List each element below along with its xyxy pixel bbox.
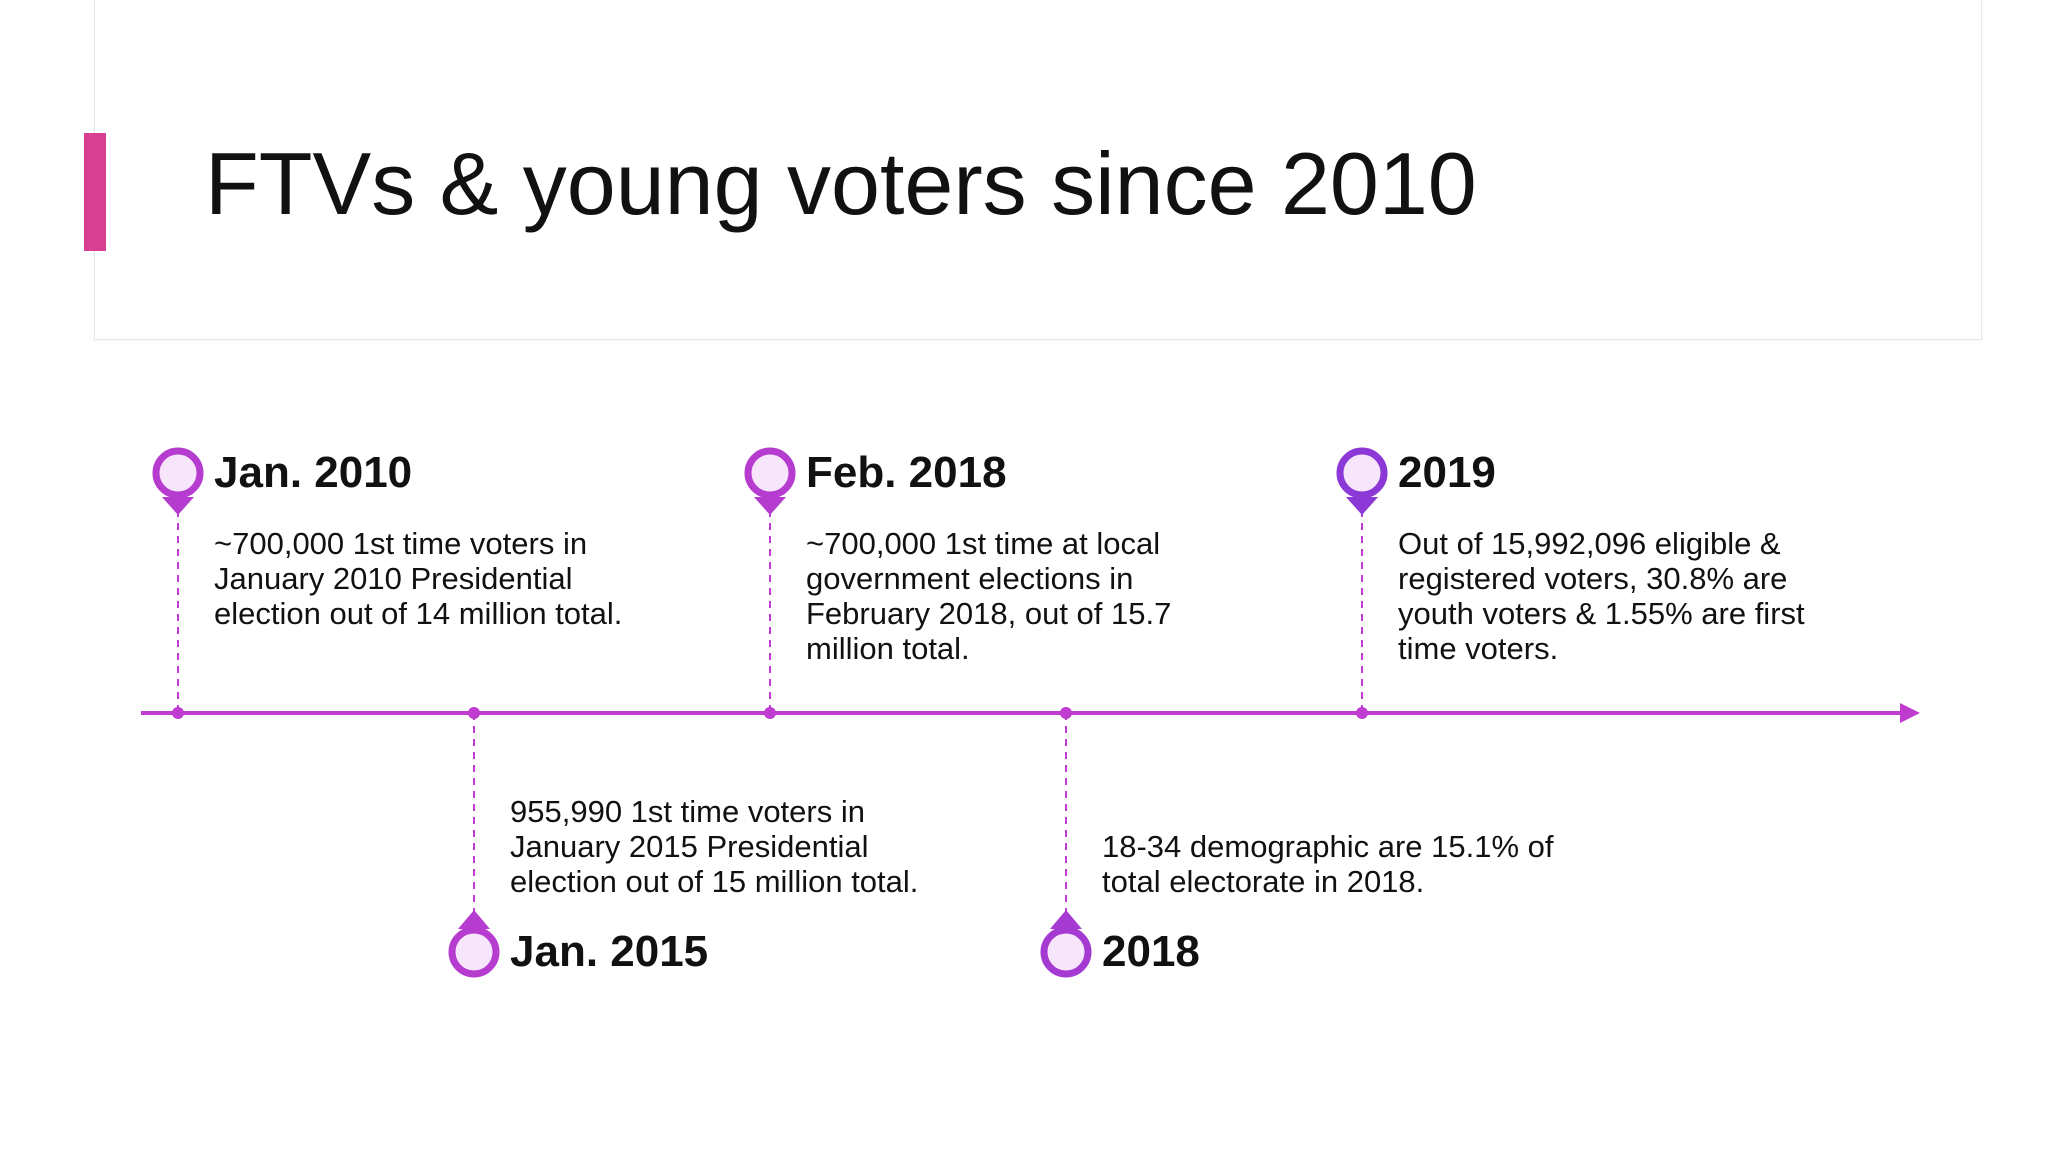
timeline-event-4-marker	[1040, 707, 1092, 978]
location-pin-icon	[744, 447, 796, 499]
slide-title: FTVs & young voters since 2010	[205, 134, 1477, 233]
timeline-event-3-marker	[744, 447, 796, 719]
timeline-event-5-marker	[1336, 447, 1388, 719]
timeline-arrowhead	[1900, 703, 1920, 723]
location-pin-icon	[448, 926, 500, 978]
location-pin-icon	[1336, 447, 1388, 499]
timeline-event-2-description: 955,990 1st time voters in January 2015 …	[510, 794, 919, 899]
timeline-event-2-label: Jan. 2015	[510, 927, 709, 976]
timeline-event-1-description: ~700,000 1st time voters in January 2010…	[214, 526, 623, 631]
timeline-event-3-label: Feb. 2018	[806, 448, 1007, 497]
location-pin-icon	[1040, 926, 1092, 978]
title-card	[94, 0, 1982, 340]
timeline-event-1-label: Jan. 2010	[214, 448, 413, 497]
timeline-event-2-marker	[448, 707, 500, 978]
timeline-event-5-description: Out of 15,992,096 eligible & registered …	[1398, 526, 1805, 666]
location-pin-icon	[152, 447, 204, 499]
title-accent-bar	[84, 133, 106, 251]
timeline-event-4-description: 18-34 demographic are 15.1% of total ele…	[1102, 829, 1554, 899]
timeline-event-4-label: 2018	[1102, 927, 1200, 976]
timeline-event-5-label: 2019	[1398, 448, 1496, 497]
timeline-event-1-marker	[152, 447, 204, 719]
timeline-event-3-description: ~700,000 1st time at local government el…	[806, 526, 1172, 666]
